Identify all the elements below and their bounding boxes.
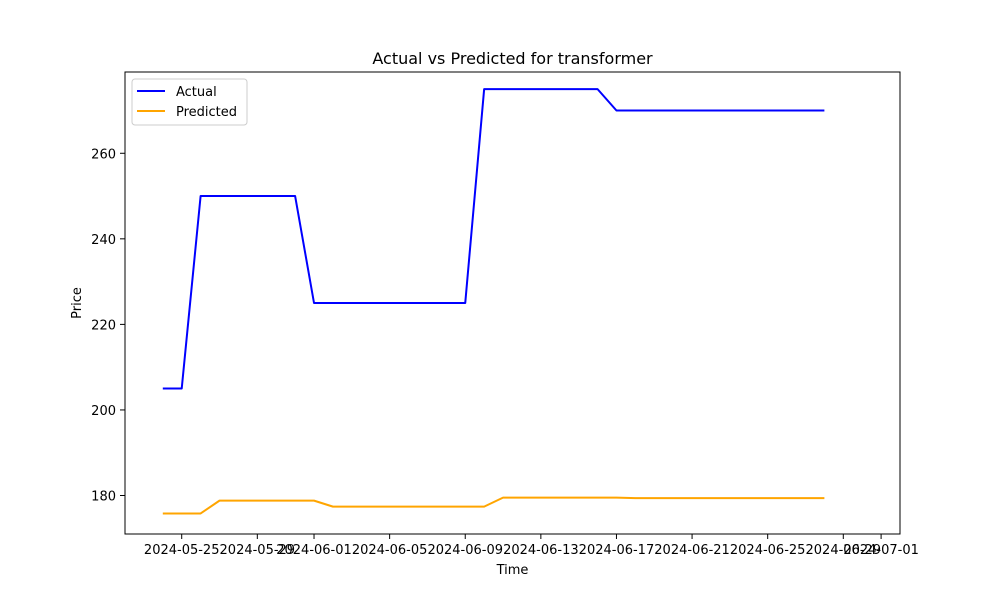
y-tick-label: 220 [91, 318, 116, 333]
legend: Actual Predicted [131, 78, 248, 126]
y-axis: 180 200 220 240 260 [91, 147, 125, 505]
series-line-actual [162, 88, 825, 390]
x-tick-label: 2024-06-09 [427, 543, 503, 558]
x-tick-label: 2024-06-05 [352, 543, 428, 558]
legend-label-predicted: Predicted [176, 105, 237, 120]
x-tick-label: 2024-06-25 [730, 543, 806, 558]
chart-title: Actual vs Predicted for transformer [372, 49, 653, 68]
legend-label-actual: Actual [176, 85, 217, 100]
x-tick-label: 2024-06-01 [276, 543, 352, 558]
x-tick-label: 2024-06-29 [806, 543, 882, 558]
x-axis-title: Time [496, 563, 529, 578]
plot-frame [124, 71, 901, 535]
y-tick-label: 200 [91, 404, 116, 419]
x-tick-label: 2024-06-21 [654, 543, 730, 558]
y-tick-label: 180 [91, 490, 116, 505]
x-tick-label: 2024-05-25 [144, 543, 220, 558]
series-line-predicted [162, 496, 825, 515]
x-tick-label: 2024-05-29 [220, 543, 296, 558]
x-tick-label: 2024-06-13 [503, 543, 579, 558]
x-tick-label: 2024-06-17 [579, 543, 655, 558]
x-tick-label: 2024-07-01 [843, 543, 919, 558]
y-axis-title: Price [70, 287, 85, 319]
y-tick-label: 240 [91, 233, 116, 248]
series-layer [162, 88, 825, 515]
y-tick-label: 260 [91, 147, 116, 162]
